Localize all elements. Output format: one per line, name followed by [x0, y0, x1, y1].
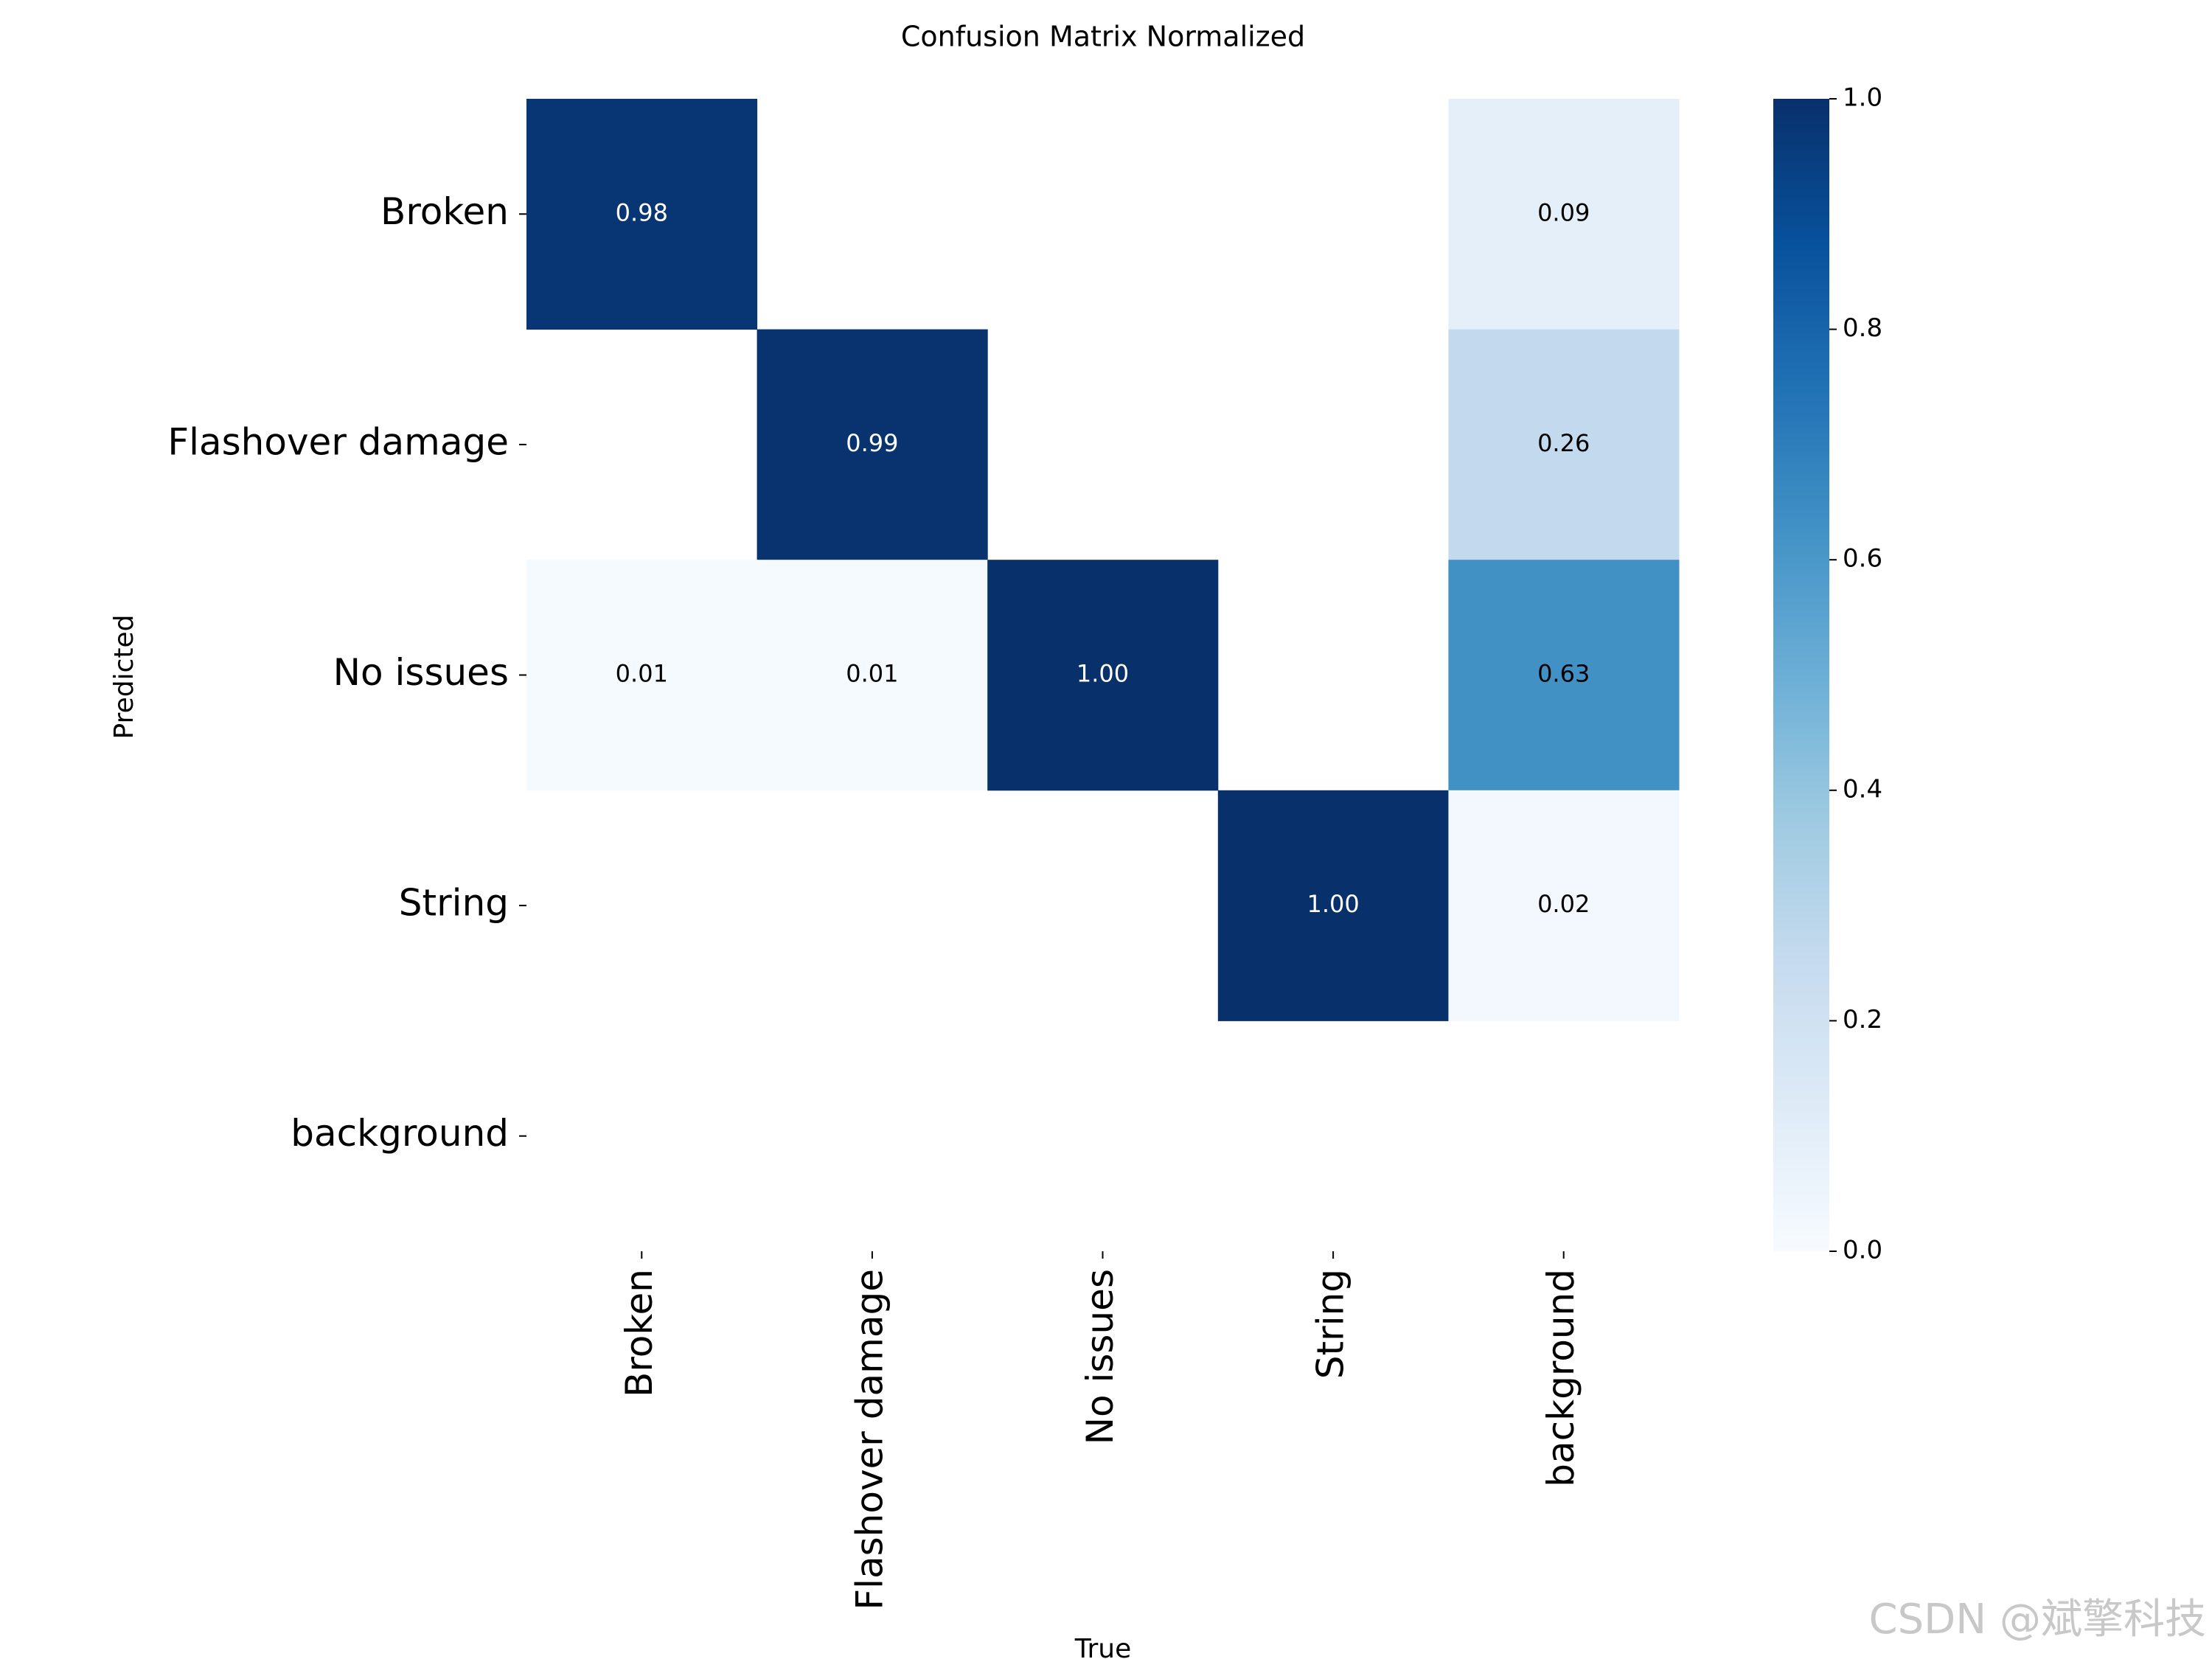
- watermark: CSDN @斌擎科技: [1869, 1596, 2206, 1644]
- x-tick-label: String: [1310, 1269, 1352, 1379]
- y-tick-label: String: [399, 882, 509, 925]
- cell-label: 0.98: [616, 198, 668, 226]
- y-tick-label: Flashover damage: [167, 420, 509, 463]
- x-tick-label: Broken: [618, 1269, 661, 1397]
- heatmap-cell: [1448, 790, 1680, 1021]
- heatmap-cell: [526, 560, 758, 791]
- heatmap-cell: [987, 560, 1219, 791]
- heatmap-cell: [526, 99, 758, 330]
- heatmap-cell: [1448, 560, 1680, 791]
- cell-label: 0.26: [1537, 429, 1590, 457]
- heatmap-cell: [1217, 790, 1449, 1021]
- cell-label: 0.01: [616, 660, 668, 688]
- chart-title: Confusion Matrix Normalized: [901, 21, 1305, 53]
- cell-label: 0.01: [846, 660, 898, 688]
- x-tick-label: No issues: [1079, 1269, 1121, 1444]
- cell-label: 0.02: [1537, 890, 1590, 918]
- cell-label: 0.63: [1537, 660, 1590, 688]
- y-tick-label: Broken: [380, 190, 509, 233]
- cell-label: 0.99: [846, 429, 898, 457]
- heatmap-cell: [757, 329, 988, 560]
- x-tick-label: Flashover damage: [848, 1269, 891, 1610]
- colorbar: [1773, 99, 1829, 1251]
- colorbar-tick-label: 0.6: [1843, 544, 1882, 574]
- y-tick-label: background: [291, 1112, 509, 1155]
- cell-label: 1.00: [1307, 890, 1359, 918]
- heatmap-cell: [1448, 99, 1680, 330]
- y-axis-label: Predicted: [109, 615, 139, 740]
- cell-label: 1.00: [1077, 660, 1129, 688]
- cell-label: 0.09: [1537, 198, 1590, 226]
- colorbar-tick-label: 0.2: [1843, 1005, 1882, 1034]
- x-axis-label: True: [1074, 1634, 1131, 1659]
- colorbar-tick-label: 1.0: [1843, 83, 1882, 113]
- colorbar-tick-label: 0.0: [1843, 1236, 1882, 1265]
- heatmap-cell: [1448, 329, 1680, 560]
- colorbar-tick-label: 0.8: [1843, 313, 1882, 343]
- x-tick-label: background: [1540, 1269, 1582, 1487]
- heatmap-cell: [757, 560, 988, 791]
- colorbar-tick-label: 0.4: [1843, 774, 1882, 804]
- y-tick-label: No issues: [333, 651, 509, 694]
